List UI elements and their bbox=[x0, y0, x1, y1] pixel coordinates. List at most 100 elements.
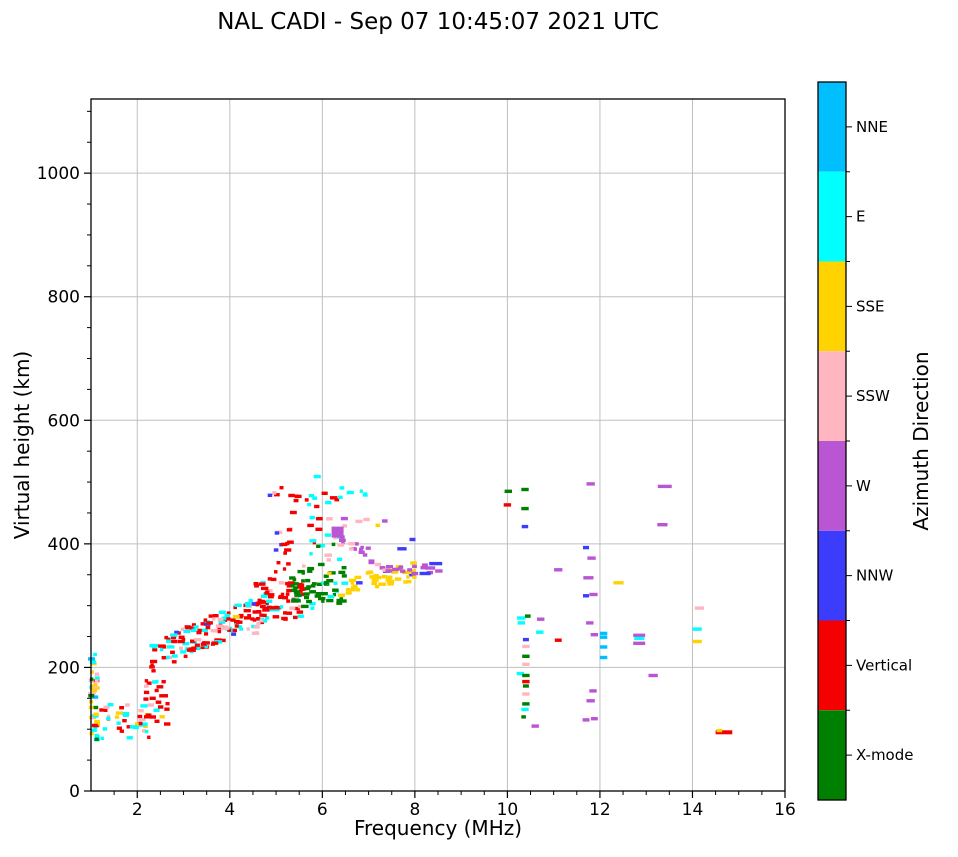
echo-point bbox=[186, 648, 194, 652]
echo-point bbox=[146, 681, 152, 685]
x-tick-label: 14 bbox=[682, 800, 704, 820]
echo-point bbox=[196, 630, 202, 635]
echo-point bbox=[337, 593, 344, 597]
echo-point bbox=[289, 510, 297, 515]
echo-point bbox=[425, 566, 436, 570]
echo-point bbox=[93, 705, 99, 710]
echo-point bbox=[355, 519, 363, 524]
colorbar-tick-label-X-mode: X-mode bbox=[856, 746, 913, 764]
colorbar-segment-NNW bbox=[818, 530, 846, 621]
echo-point bbox=[407, 568, 412, 572]
echo-point bbox=[304, 595, 309, 600]
echo-point bbox=[224, 625, 229, 629]
echo-point bbox=[517, 616, 526, 620]
echo-point bbox=[212, 617, 216, 621]
echo-point bbox=[193, 625, 199, 629]
echo-point bbox=[327, 594, 335, 599]
echo-point bbox=[386, 565, 393, 569]
echo-point bbox=[300, 584, 305, 589]
echo-point bbox=[107, 703, 114, 707]
echo-point bbox=[435, 569, 443, 573]
echo-point bbox=[301, 604, 309, 609]
echo-point bbox=[331, 542, 336, 547]
echo-point bbox=[293, 498, 299, 503]
echo-point bbox=[398, 565, 404, 569]
echo-point bbox=[333, 581, 338, 585]
echo-point bbox=[217, 629, 222, 634]
echo-point bbox=[283, 611, 287, 615]
echo-point bbox=[341, 574, 347, 578]
echo-point bbox=[531, 724, 539, 728]
echo-point bbox=[234, 603, 242, 607]
echo-point bbox=[273, 548, 279, 552]
echo-point bbox=[349, 547, 354, 551]
echo-point bbox=[313, 474, 321, 479]
echo-point bbox=[294, 494, 302, 499]
echo-point bbox=[156, 685, 164, 689]
echo-point bbox=[164, 635, 169, 640]
echo-point bbox=[356, 581, 363, 585]
echo-point bbox=[278, 581, 285, 585]
echo-point bbox=[154, 719, 160, 723]
x-tick-label: 4 bbox=[224, 800, 235, 820]
echo-point bbox=[265, 590, 270, 594]
echo-point bbox=[332, 588, 339, 592]
echo-point bbox=[154, 680, 159, 684]
echo-point bbox=[368, 559, 375, 563]
echo-point bbox=[368, 570, 374, 574]
echo-point bbox=[310, 584, 316, 588]
x-tick-label: 2 bbox=[132, 800, 143, 820]
colorbar-segment-SSE bbox=[818, 261, 846, 352]
echo-point bbox=[185, 647, 189, 651]
echo-point bbox=[348, 578, 357, 583]
echo-point bbox=[633, 633, 646, 637]
echo-point bbox=[252, 610, 260, 614]
echo-point bbox=[106, 714, 111, 719]
echo-point bbox=[251, 602, 257, 606]
echo-point bbox=[210, 628, 218, 633]
echo-point bbox=[211, 641, 219, 645]
echo-point bbox=[261, 586, 269, 591]
echo-point bbox=[243, 609, 251, 613]
echo-point bbox=[274, 493, 280, 497]
echo-point bbox=[282, 596, 289, 600]
echo-point bbox=[279, 605, 284, 609]
echo-point bbox=[171, 635, 177, 640]
echo-point bbox=[258, 582, 266, 586]
echo-point bbox=[321, 491, 328, 495]
echo-point bbox=[382, 519, 388, 523]
echo-point bbox=[316, 582, 322, 586]
echo-point bbox=[522, 692, 530, 696]
colorbar-label: Azimuth Direction bbox=[909, 351, 933, 531]
echo-point bbox=[226, 611, 231, 615]
echo-point bbox=[138, 718, 146, 722]
echo-point bbox=[537, 617, 545, 621]
echo-point bbox=[336, 598, 343, 603]
echo-point bbox=[298, 589, 303, 593]
echo-point bbox=[375, 585, 380, 589]
colorbar-tick-label-Vertical: Vertical bbox=[856, 656, 912, 674]
y-tick-label: 800 bbox=[48, 288, 80, 308]
echo-point bbox=[310, 606, 315, 610]
echo-point bbox=[230, 618, 236, 622]
echo-point bbox=[522, 644, 530, 649]
echo-point bbox=[153, 708, 160, 712]
y-tick-label: 600 bbox=[48, 411, 80, 431]
echo-point bbox=[521, 506, 529, 511]
echo-point bbox=[248, 598, 253, 603]
y-tick-label: 400 bbox=[48, 535, 80, 555]
echo-point bbox=[251, 631, 260, 635]
echo-point bbox=[309, 515, 315, 520]
echo-point bbox=[339, 599, 347, 603]
echo-point bbox=[149, 665, 155, 669]
echo-point bbox=[239, 627, 243, 631]
colorbar-tick-label-NNW: NNW bbox=[856, 567, 893, 585]
echo-point bbox=[314, 594, 322, 598]
echo-point bbox=[648, 673, 658, 678]
echo-point bbox=[151, 669, 156, 673]
y-tick-label: 1000 bbox=[37, 164, 80, 184]
echo-point bbox=[554, 568, 563, 572]
echo-point bbox=[286, 584, 291, 588]
echo-point bbox=[350, 581, 354, 585]
